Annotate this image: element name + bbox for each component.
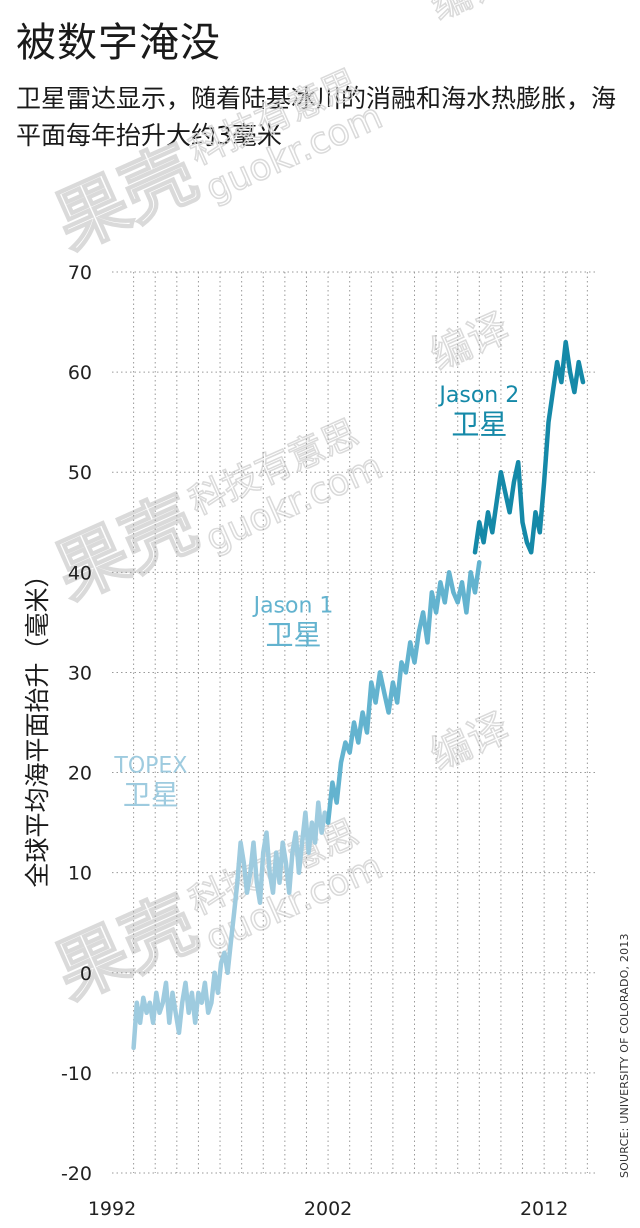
series-annotation: 卫星 (265, 618, 321, 651)
y-tick-label: 60 (68, 362, 92, 384)
watermark-text: 果壳 (43, 130, 209, 265)
watermark-text: 编译 (424, 305, 516, 380)
x-tick-label: 2012 (520, 1198, 568, 1220)
y-tick-label: 70 (68, 262, 92, 284)
grid-layer (112, 271, 596, 1174)
series-line-jason1 (325, 560, 482, 825)
series-layer (131, 339, 586, 1051)
series-annotation: Jason 2 (437, 383, 519, 408)
series-annotation: Jason 1 (252, 593, 334, 618)
labels-layer: 70 60 50 40 30 20 10 0 -10 -20 1992 2002 2012 全球平均海平面… (23, 262, 568, 1220)
chart-subtitle: 卫星雷达显示，随着陆基冰川的消融和海水热膨胀，海平面每年抬升大约3毫米 (16, 84, 617, 150)
y-tick-label: 50 (68, 462, 92, 484)
y-tick-label: -20 (61, 1163, 92, 1185)
watermark-text: 编译 (424, 705, 516, 780)
y-tick-label: 0 (80, 963, 92, 985)
y-axis-label: 全球平均海平面抬升（毫米） (23, 562, 52, 887)
watermark-text: 果壳 (43, 480, 209, 615)
series-line-jason2 (472, 339, 586, 555)
series-annotation: 卫星 (123, 779, 179, 812)
y-tick-label: 40 (68, 562, 92, 584)
series-annotation: TOPEX (113, 754, 187, 779)
y-tick-label: 30 (68, 662, 92, 684)
series-line-topex (131, 800, 331, 1051)
chart-title: 被数字淹没 (16, 20, 221, 66)
y-tick-label: -10 (61, 1063, 92, 1085)
y-tick-label: 20 (68, 763, 92, 785)
series-annotation: 卫星 (451, 408, 507, 441)
x-tick-label: 1992 (88, 1198, 136, 1220)
y-tick-label: 10 (68, 863, 92, 885)
x-tick-label: 2002 (304, 1198, 352, 1220)
watermark-text: 编译 (424, 0, 516, 29)
